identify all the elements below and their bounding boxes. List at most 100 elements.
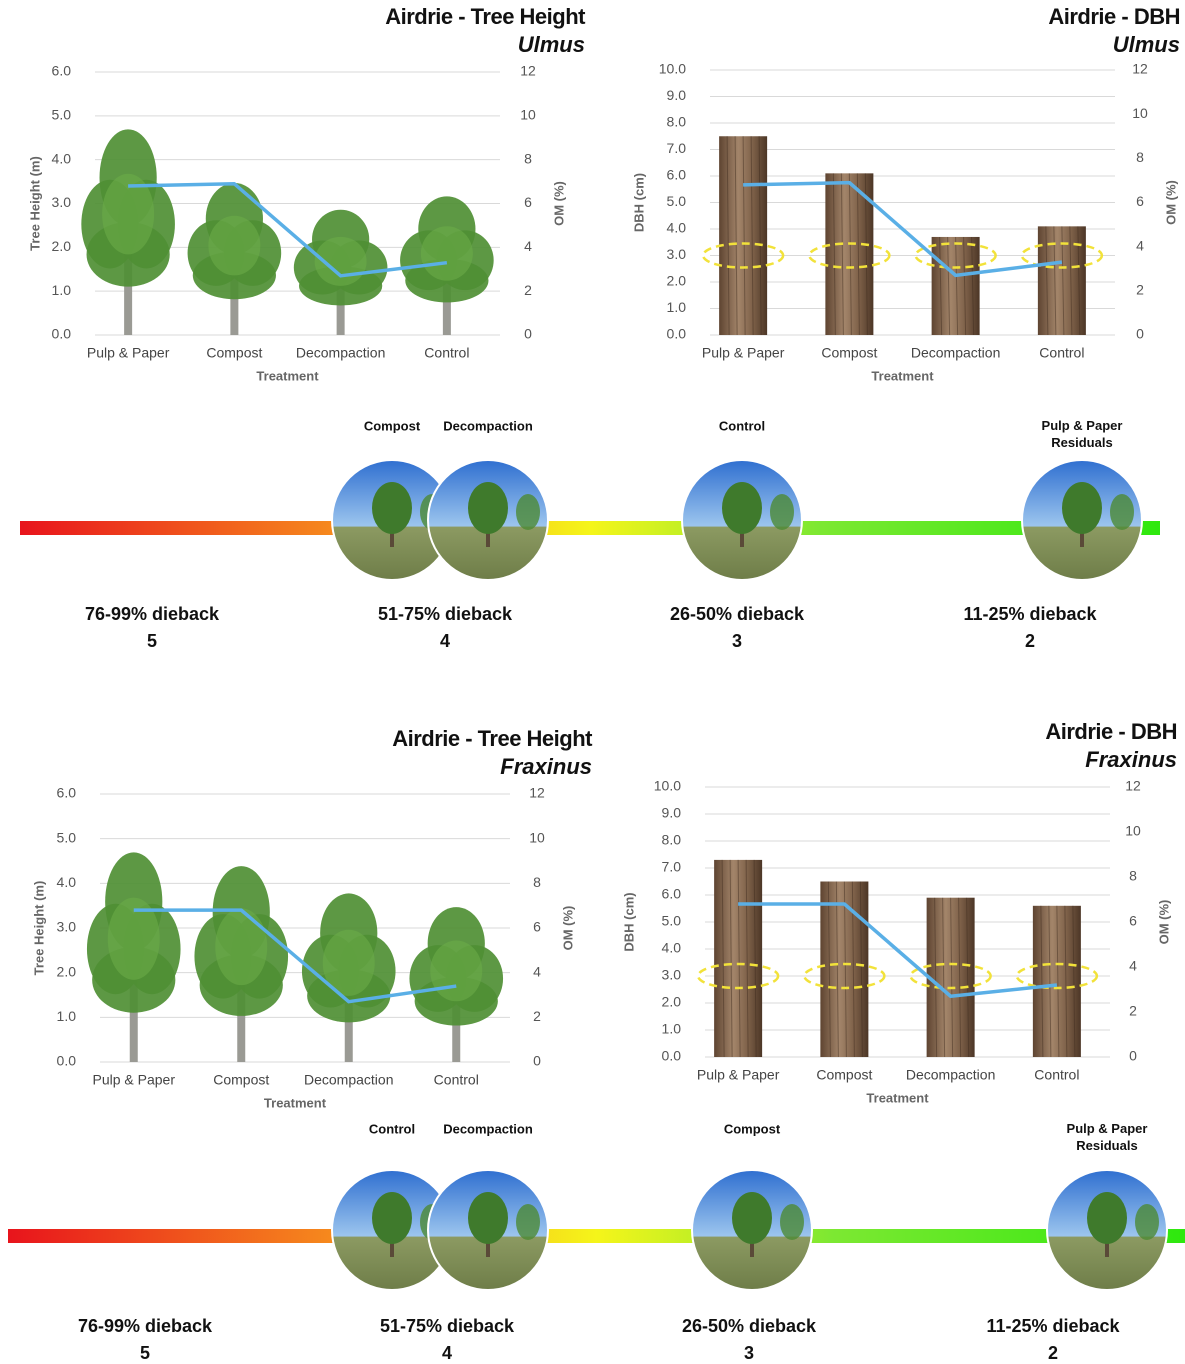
x-tick-label: Control: [1034, 1067, 1079, 1083]
stage-score: 2: [1025, 631, 1035, 651]
photo-caption: Control: [369, 1121, 415, 1136]
tree-bar: [302, 893, 396, 1062]
trunk-bar: [932, 237, 980, 335]
photo-canopy: [1087, 1192, 1127, 1244]
y-tick-label: 8.0: [667, 114, 687, 130]
om-line: [128, 184, 447, 276]
y2-axis-label: OM (%): [1163, 180, 1178, 225]
trunk-bar: [714, 860, 762, 1057]
y-tick-label: 0.0: [662, 1048, 682, 1064]
stage-label: 76-99% dieback: [85, 604, 220, 624]
y2-tick-label: 8: [524, 150, 532, 166]
y-tick-label: 5.0: [662, 913, 682, 929]
site-photo: [1047, 1170, 1167, 1290]
chart-title: Airdrie - DBH: [1045, 719, 1177, 744]
y2-tick-label: 6: [1136, 193, 1144, 209]
y2-tick-label: 4: [1129, 958, 1137, 974]
y2-tick-label: 2: [1136, 282, 1144, 298]
y-tick-label: 7.0: [667, 140, 687, 156]
y-axis-label: DBH (cm): [631, 173, 646, 232]
photo-caption: Decompaction: [443, 1121, 533, 1136]
photo-caption: Pulp & PaperResiduals: [1067, 1121, 1148, 1153]
y-axis-label: Tree Height (m): [27, 156, 42, 251]
figure: Airdrie - Tree Height Ulmus 0.0 1.0 2.0 3.0 4.…: [0, 0, 1185, 1364]
chart-subtitle: Ulmus: [518, 32, 585, 57]
site-photo: [682, 460, 802, 580]
tree-canopy: [215, 908, 267, 985]
x-tick-label: Decompaction: [906, 1067, 996, 1083]
stage-score: 5: [147, 631, 157, 651]
photo-caption: Compost: [724, 1121, 781, 1136]
y-tick-label: 6.0: [662, 886, 682, 902]
y2-tick-label: 6: [1129, 913, 1137, 929]
stage-label: 26-50% dieback: [682, 1316, 817, 1336]
y2-axis-label: OM (%): [551, 181, 566, 226]
x-tick-label: Pulp & Paper: [697, 1067, 780, 1083]
y2-tick-label: 12: [1125, 778, 1141, 794]
y2-tick-label: 0: [1136, 326, 1144, 342]
y2-tick-label: 10: [1132, 105, 1148, 121]
y2-tick-label: 12: [529, 785, 545, 801]
y2-tick-label: 4: [524, 238, 532, 254]
photo-canopy: [468, 482, 508, 534]
y-tick-label: 3.0: [52, 194, 72, 210]
photo-caption: Control: [719, 418, 765, 433]
photo-caption: Compost: [364, 418, 421, 433]
y2-tick-label: 8: [533, 874, 541, 890]
x-axis-label: Treatment: [264, 1095, 327, 1110]
om-line: [134, 910, 457, 1002]
y-tick-label: 5.0: [57, 829, 77, 845]
site-photo: [428, 1170, 548, 1290]
photo-canopy: [468, 1192, 508, 1244]
chart-title: Airdrie - Tree Height: [385, 4, 586, 29]
x-axis-label: Treatment: [871, 368, 934, 383]
dieback-bar: [20, 521, 1160, 535]
y-tick-label: 0.0: [52, 326, 72, 342]
y-tick-label: 10.0: [659, 61, 686, 77]
y2-tick-label: 0: [1129, 1048, 1137, 1064]
y-tick-label: 5.0: [52, 107, 72, 123]
y2-tick-label: 4: [533, 963, 541, 979]
stage-score: 2: [1048, 1343, 1058, 1363]
y2-axis-label: OM (%): [1156, 900, 1171, 945]
y2-tick-label: 12: [520, 63, 536, 79]
y2-tick-label: 0: [524, 326, 532, 342]
stage-score: 4: [442, 1343, 452, 1363]
y2-tick-label: 10: [529, 829, 545, 845]
y-tick-label: 6.0: [667, 167, 687, 183]
x-tick-label: Control: [1039, 345, 1084, 361]
y-tick-label: 3.0: [667, 246, 687, 262]
chart-subtitle: Fraxinus: [500, 754, 592, 779]
x-axis-label: Treatment: [256, 368, 319, 383]
photo-canopy: [1062, 482, 1102, 534]
y-tick-label: 1.0: [662, 1021, 682, 1037]
y-tick-label: 9.0: [667, 87, 687, 103]
photo-canopy: [780, 1204, 804, 1240]
x-tick-label: Pulp & Paper: [87, 345, 170, 361]
y2-tick-label: 8: [1129, 868, 1137, 884]
y-tick-label: 9.0: [662, 805, 682, 821]
x-tick-label: Decompaction: [296, 345, 386, 361]
tree-bar: [87, 852, 181, 1062]
trunk-bar: [719, 136, 767, 335]
stage-label: 51-75% dieback: [380, 1316, 515, 1336]
y-tick-label: 3.0: [57, 919, 77, 935]
y2-tick-label: 10: [1125, 823, 1141, 839]
tree-bar: [194, 866, 288, 1062]
photo-canopy: [770, 494, 794, 530]
chart-title: Airdrie - Tree Height: [392, 726, 593, 751]
y2-tick-label: 8: [1136, 149, 1144, 165]
y2-tick-label: 10: [520, 107, 536, 123]
y-tick-label: 2.0: [667, 273, 687, 289]
photo-canopy: [516, 1204, 540, 1240]
y2-tick-label: 6: [533, 919, 541, 935]
y2-tick-label: 2: [533, 1008, 541, 1024]
trunk-bar: [927, 898, 975, 1057]
tree-canopy: [430, 941, 482, 1002]
y-tick-label: 4.0: [662, 940, 682, 956]
y-tick-label: 4.0: [52, 150, 72, 166]
x-tick-label: Compost: [816, 1067, 872, 1083]
tree-bar: [409, 907, 503, 1062]
stage-label: 76-99% dieback: [78, 1316, 213, 1336]
photo-canopy: [1135, 1204, 1159, 1240]
